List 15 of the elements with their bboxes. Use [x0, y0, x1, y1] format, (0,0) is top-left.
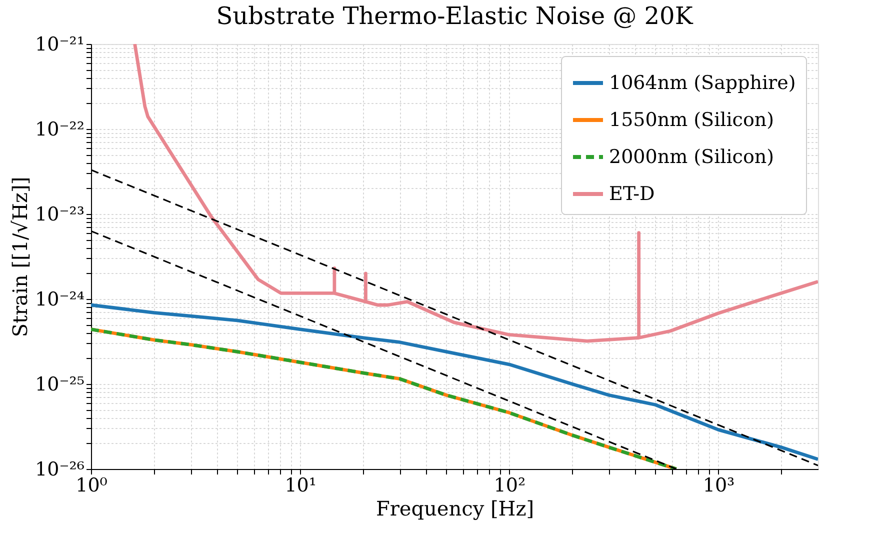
x-tick-label: 10¹ — [284, 474, 316, 496]
x-axis-title: Frequency [Hz] — [376, 496, 534, 520]
legend-label: 1064nm (Sapphire) — [609, 72, 796, 94]
y-tick-label: 10⁻²³ — [35, 204, 84, 226]
legend-label: 2000nm (Silicon) — [609, 146, 774, 168]
legend-label: 1550nm (Silicon) — [609, 109, 774, 131]
x-tick-label: 10³ — [702, 474, 735, 496]
y-tick-label: 10⁻²⁵ — [35, 374, 84, 396]
y-axis-title: Strain [[1/√Hz]] — [8, 176, 32, 338]
y-tick-label: 10⁻²² — [35, 118, 84, 140]
legend-label: ET-D — [609, 183, 655, 205]
x-tick-label: 10² — [494, 474, 526, 496]
y-tick-label: 10⁻²⁴ — [35, 288, 85, 310]
chart-title: Substrate Thermo-Elastic Noise @ 20K — [216, 2, 694, 30]
y-tick-label: 10⁻²¹ — [35, 34, 84, 56]
